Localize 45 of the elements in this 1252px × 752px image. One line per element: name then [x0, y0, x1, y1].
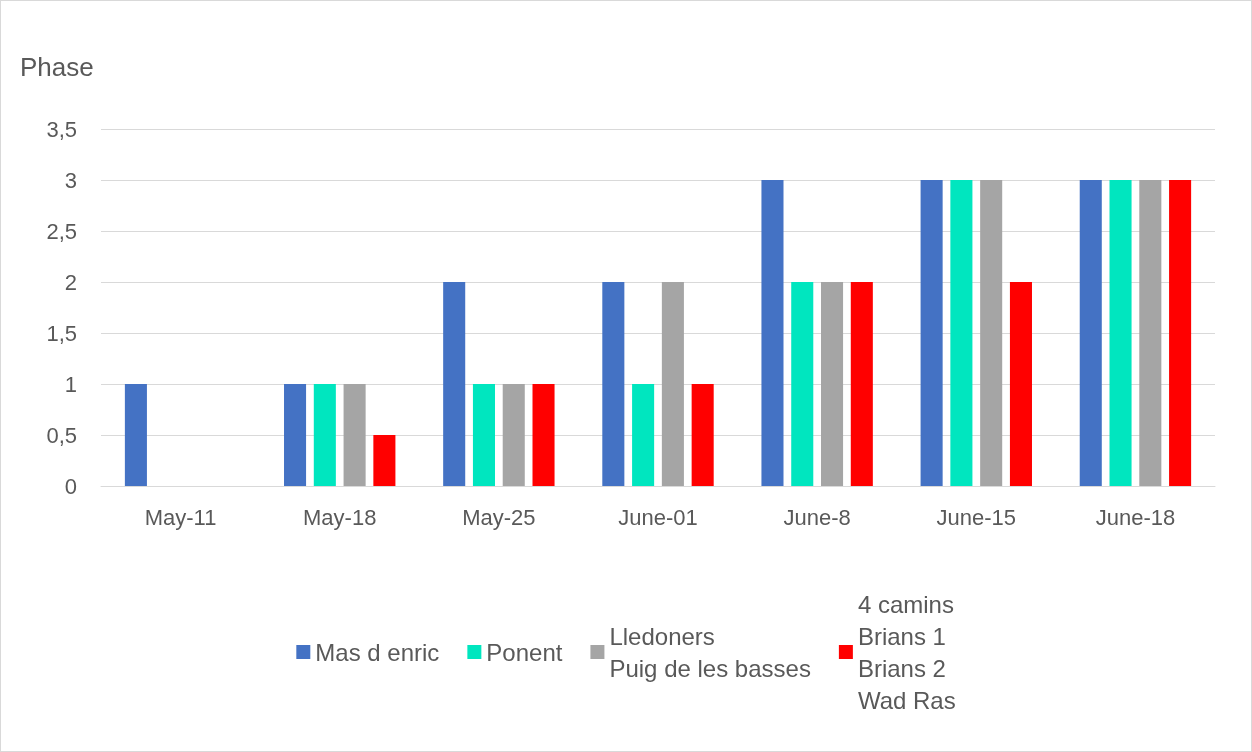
- bar: [313, 384, 336, 486]
- y-tick-label: 1: [64, 371, 77, 397]
- bar: [761, 180, 784, 486]
- bar: [343, 384, 366, 486]
- legend-label: 4 camins Brians 1 Brians 2 Wad Ras: [857, 590, 956, 714]
- bar: [950, 180, 973, 486]
- y-tick-label: 2,5: [46, 218, 77, 244]
- y-tick-label: 2: [64, 269, 77, 295]
- bar: [602, 282, 625, 486]
- bar: [920, 180, 943, 486]
- legend-label: Lledoners Puig de les basses: [609, 622, 811, 682]
- bar: [472, 384, 495, 486]
- bar: [1109, 180, 1132, 486]
- bar: [124, 384, 147, 486]
- bar: [850, 282, 873, 486]
- bar: [1079, 180, 1102, 486]
- x-tick-label: May-11: [144, 504, 217, 530]
- y-tick-label: 0: [64, 473, 77, 499]
- legend-label: Ponent: [486, 638, 563, 666]
- bar: [284, 384, 307, 486]
- y-tick-label: 3: [64, 167, 77, 193]
- bar: [632, 384, 655, 486]
- x-tick-label: May-18: [303, 504, 377, 530]
- legend-label: Mas d enric: [315, 638, 440, 666]
- x-tick-label: May-25: [462, 504, 536, 530]
- x-tick-label: June-01: [618, 504, 698, 530]
- bar: [443, 282, 466, 486]
- bar: [532, 384, 555, 486]
- bar: [1169, 180, 1192, 486]
- bar: [980, 180, 1003, 486]
- x-tick-label: June-8: [783, 504, 851, 530]
- bar: [791, 282, 814, 486]
- y-axis-title: Phase: [20, 52, 94, 82]
- bar: [373, 435, 396, 486]
- bar: [502, 384, 525, 486]
- bar: [691, 384, 714, 486]
- y-tick-label: 3,5: [46, 116, 77, 142]
- bar: [1139, 180, 1162, 486]
- bar: [1009, 282, 1032, 486]
- y-tick-label: 0,5: [46, 422, 77, 448]
- bar: [661, 282, 684, 486]
- x-tick-label: June-15: [936, 504, 1017, 530]
- bar: [821, 282, 844, 486]
- y-tick-label: 1,5: [46, 320, 77, 346]
- x-tick-label: June-18: [1095, 504, 1176, 530]
